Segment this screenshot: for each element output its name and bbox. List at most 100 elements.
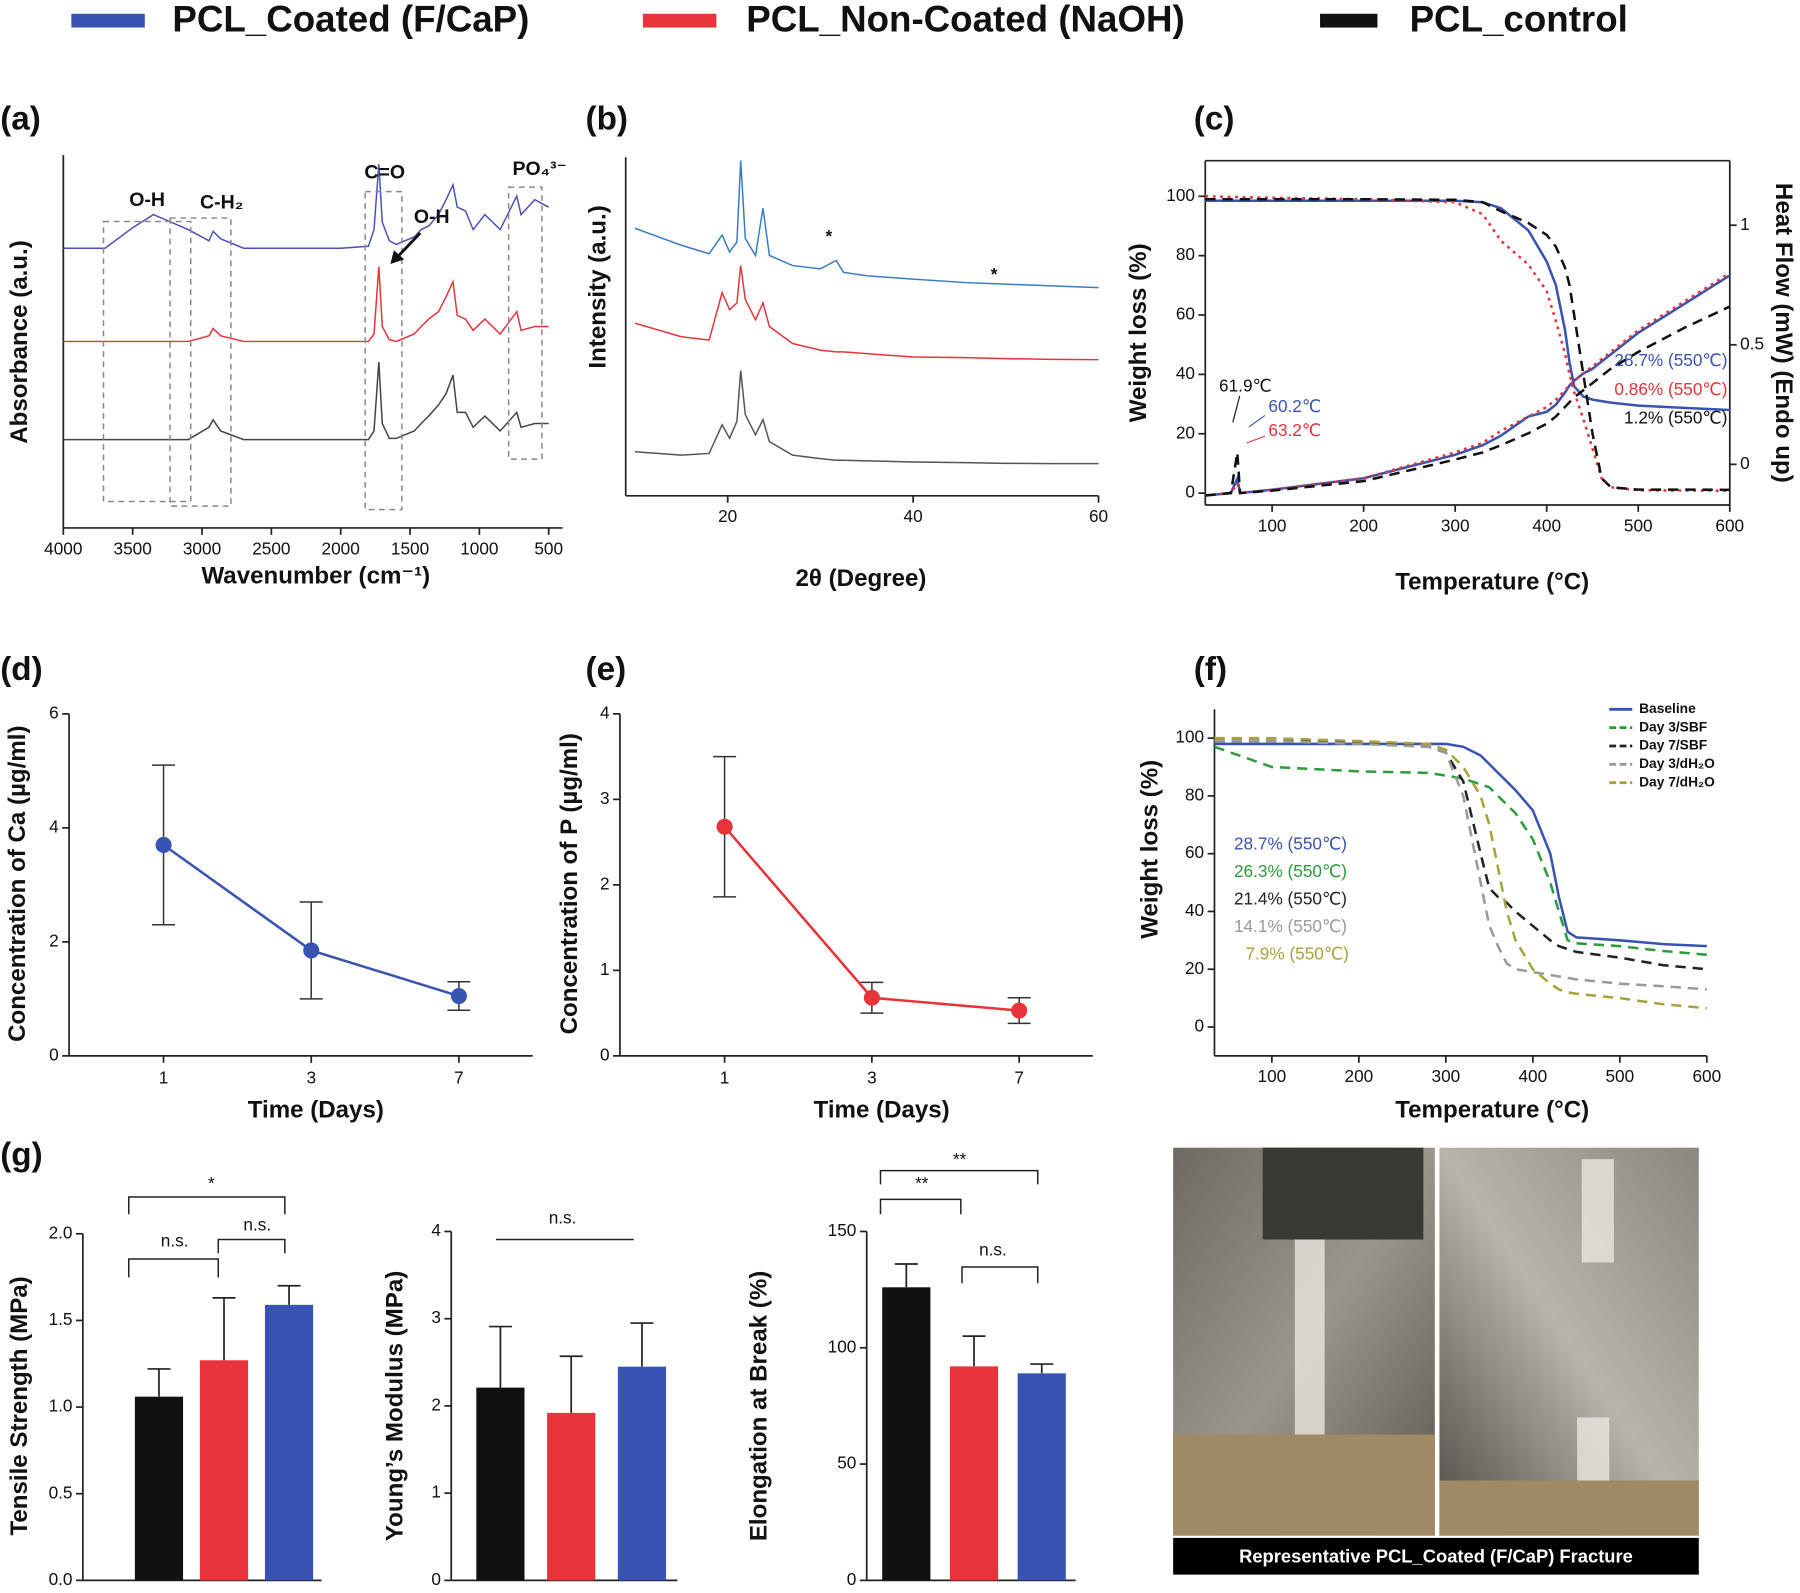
annotation: O-H xyxy=(414,206,450,228)
y-tick-label: 1.5 xyxy=(49,1309,73,1329)
error-bar xyxy=(962,1335,986,1367)
y-axis-title: Weight loss (%) xyxy=(1125,243,1152,422)
y-axis-title: Intensity (a.u.) xyxy=(585,205,612,368)
y-tick-label: 4 xyxy=(431,1220,441,1240)
error-bar xyxy=(630,1322,654,1367)
error-bar xyxy=(277,1284,301,1305)
error-bar xyxy=(559,1355,583,1413)
bar xyxy=(134,1396,184,1581)
photo: Representative PCL_Coated (F/CaP) Fractu… xyxy=(1173,1147,1699,1575)
x-tick-label: 600 xyxy=(1715,515,1744,535)
y-tick-label: 1 xyxy=(600,959,610,979)
y-tick-label: 0 xyxy=(431,1569,441,1589)
legend-label: Day 3/SBF xyxy=(1639,719,1707,734)
y-tick-label: 6 xyxy=(49,702,59,722)
legend-label: PCL_control xyxy=(1410,0,1628,40)
significance-bracket xyxy=(128,1196,286,1215)
series-line xyxy=(1214,736,1707,1010)
annotation: 26.3% (550℃) xyxy=(1234,861,1347,881)
bar xyxy=(547,1412,596,1581)
y-tick-label: 0 xyxy=(847,1569,857,1589)
x-tick-label: 1500 xyxy=(391,538,429,558)
photo-specimen xyxy=(1294,1239,1325,1435)
panel-label: (d) xyxy=(0,651,42,688)
error-bar xyxy=(147,1368,171,1397)
y-axis-title: Tensile Strength (MPa) xyxy=(6,1276,33,1535)
bar xyxy=(199,1360,249,1581)
x-tick-label: 300 xyxy=(1432,1066,1461,1086)
highlight-box xyxy=(507,186,543,460)
series-line xyxy=(1205,199,1730,412)
y-tick-label: 100 xyxy=(1166,185,1195,205)
legend-label: Day 7/dH₂O xyxy=(1639,774,1715,789)
y-tick-label: 60 xyxy=(1176,304,1195,324)
series-line xyxy=(63,361,549,441)
y-axis-title: Weight loss (%) xyxy=(1137,760,1164,939)
annotation: 21.4% (550℃) xyxy=(1234,888,1347,908)
x-tick-label: 20 xyxy=(718,506,737,526)
annotation: n.s. xyxy=(979,1240,1007,1260)
x-tick-label: 200 xyxy=(1345,1066,1374,1086)
series-line xyxy=(63,266,549,343)
series-line xyxy=(634,370,1099,465)
y-tick-label: 1.0 xyxy=(49,1396,73,1416)
annotation: * xyxy=(991,264,998,284)
x-tick-label: 100 xyxy=(1258,1066,1287,1086)
x-tick-label: 2500 xyxy=(252,538,290,558)
error-bar xyxy=(1030,1363,1054,1374)
x-axis-title: 2θ (Degree) xyxy=(796,565,927,592)
y-tick-label: 40 xyxy=(1176,363,1195,383)
annotation: 28.7% (550℃) xyxy=(1234,833,1347,853)
pointer xyxy=(1248,414,1266,428)
annotation: * xyxy=(208,1173,215,1193)
legend-swatch xyxy=(642,13,717,28)
annotation: ** xyxy=(953,1149,967,1169)
significance-bracket xyxy=(879,1169,1039,1185)
legend-label: Day 3/dH₂O xyxy=(1639,756,1715,771)
bar xyxy=(476,1387,525,1581)
highlight-box xyxy=(169,217,232,507)
bar xyxy=(264,1304,314,1581)
significance-bracket xyxy=(217,1238,286,1254)
photo-caption-bar xyxy=(1173,1537,1699,1575)
bar xyxy=(1017,1373,1066,1581)
x-tick-label: 500 xyxy=(534,538,563,558)
point xyxy=(303,942,320,959)
x-tick-label: 3500 xyxy=(114,538,152,558)
x-tick-label: 300 xyxy=(1441,515,1470,535)
annotation: n.s. xyxy=(243,1214,271,1234)
error-bar xyxy=(894,1263,918,1288)
y-tick-label: 2.0 xyxy=(49,1222,73,1242)
annotation: n.s. xyxy=(161,1230,189,1250)
x-tick-label: 500 xyxy=(1624,515,1653,535)
x-tick-label: 500 xyxy=(1605,1066,1634,1086)
series-line xyxy=(1205,271,1731,497)
y-tick-label: 0 xyxy=(600,1044,610,1064)
y-tick-label: 4 xyxy=(49,816,59,836)
annotation: 0.86% (550℃) xyxy=(1614,379,1727,399)
y-tick-label: 20 xyxy=(1176,422,1195,442)
legend-label: Day 7/SBF xyxy=(1639,738,1707,753)
panel-label: (e) xyxy=(586,651,627,688)
legend-swatch xyxy=(71,13,145,28)
y-axis-title: Concentration of Ca (µg/ml) xyxy=(4,726,31,1042)
panel-label: (a) xyxy=(0,100,41,137)
y2-tick-label: 0.5 xyxy=(1740,333,1764,353)
legend-label: PCL_Non-Coated (NaOH) xyxy=(746,0,1185,40)
y-tick-label: 100 xyxy=(1175,727,1204,747)
y-tick-label: 20 xyxy=(1185,958,1204,978)
error-bar xyxy=(488,1325,512,1388)
arrow xyxy=(396,231,422,259)
y-tick-label: 80 xyxy=(1176,244,1195,264)
y-tick-label: 3 xyxy=(431,1307,441,1327)
photo-clamp xyxy=(1262,1147,1424,1240)
y-tick-label: 0 xyxy=(49,1044,59,1064)
annotation: * xyxy=(825,226,832,246)
legend-swatch xyxy=(1320,13,1378,28)
annotation: ** xyxy=(915,1173,929,1193)
series-line xyxy=(1214,739,1707,991)
y-tick-label: 80 xyxy=(1185,784,1204,804)
pointer xyxy=(1246,435,1266,444)
x-tick-label: 200 xyxy=(1349,515,1378,535)
